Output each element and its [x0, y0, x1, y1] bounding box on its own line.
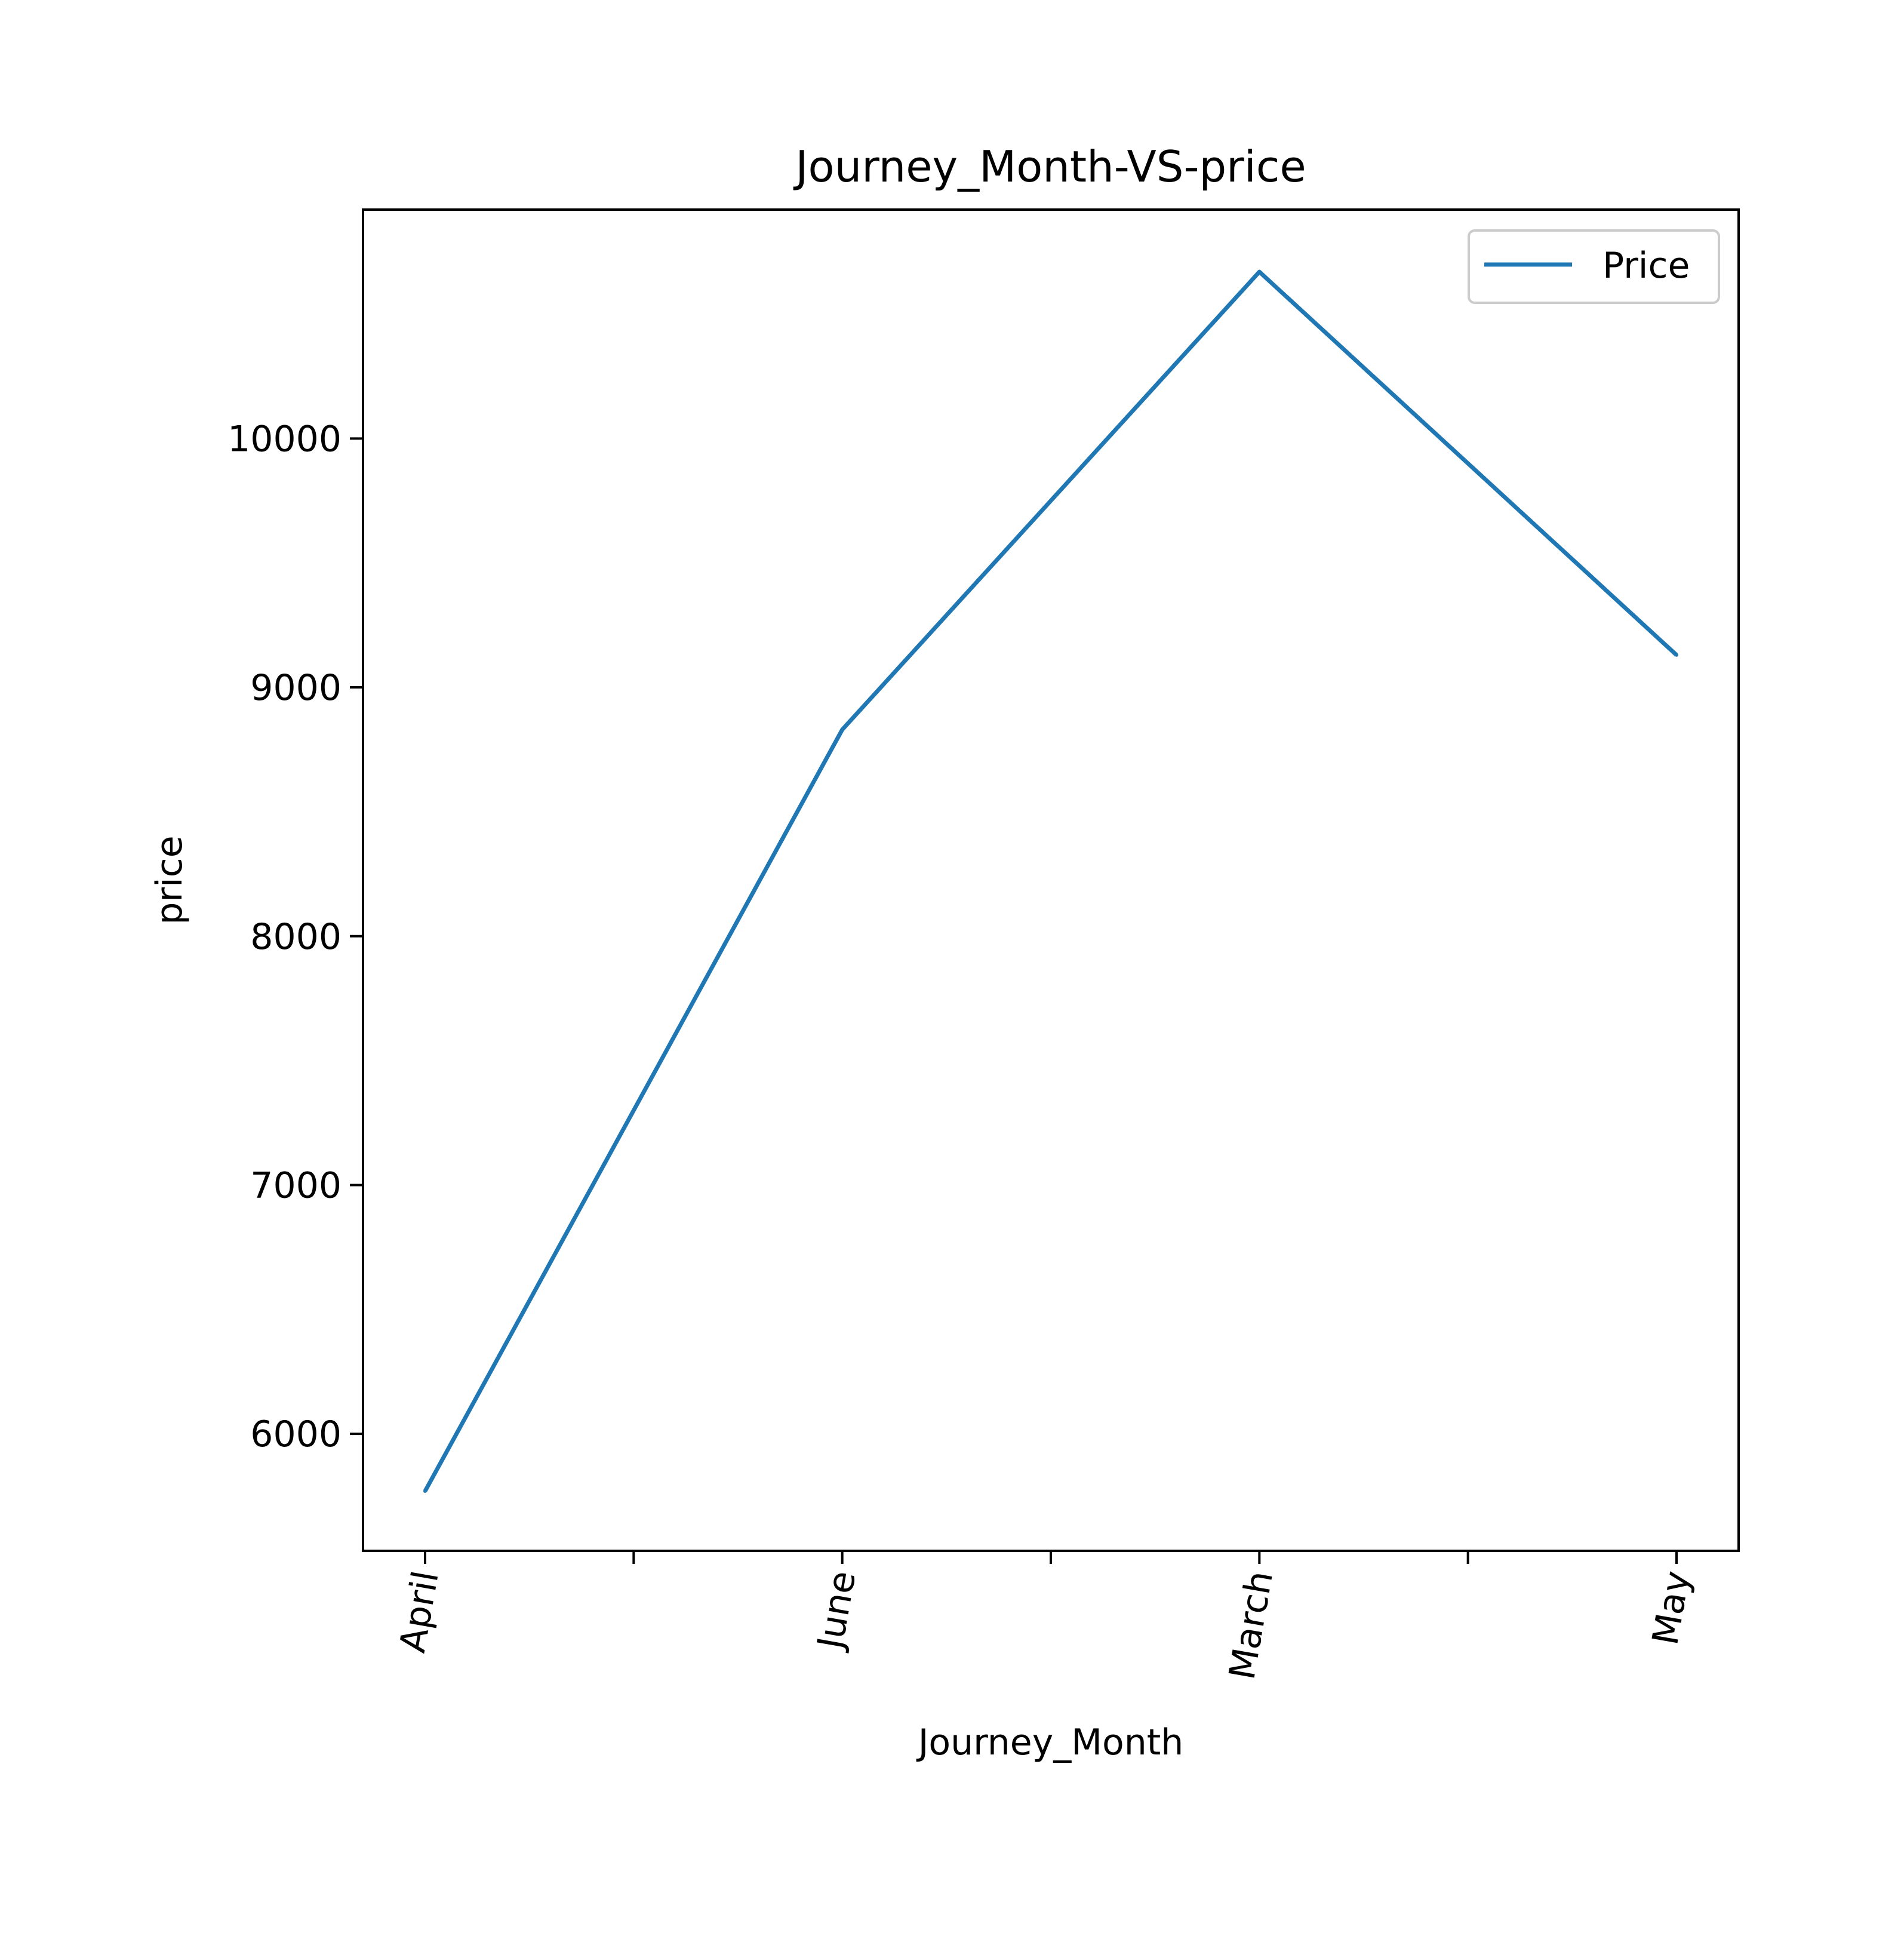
legend: Price: [1468, 229, 1720, 304]
x-axis-label: Journey_Month: [916, 1722, 1184, 1763]
axes-frame: [362, 208, 1740, 1552]
y-axis: 6000 7000 8000 9000 10000: [227, 418, 363, 1455]
series-line-price: [423, 269, 1678, 1492]
data-point: [1675, 653, 1678, 657]
y-axis-label: price: [149, 835, 190, 924]
data-point: [840, 727, 844, 732]
plot-area: [423, 269, 1678, 1493]
legend-box: [1468, 229, 1720, 304]
y-tick-label: 7000: [250, 1164, 342, 1206]
chart-title: Journey_Month-VS-price: [793, 142, 1306, 192]
legend-label-price: Price: [1602, 245, 1690, 287]
data-point: [1257, 270, 1262, 274]
data-point: [423, 1489, 427, 1493]
y-tick-label: 9000: [250, 667, 342, 709]
y-tick-label: 10000: [227, 418, 342, 460]
y-tick-label: 8000: [250, 916, 342, 958]
y-tick-label: 6000: [250, 1413, 342, 1455]
